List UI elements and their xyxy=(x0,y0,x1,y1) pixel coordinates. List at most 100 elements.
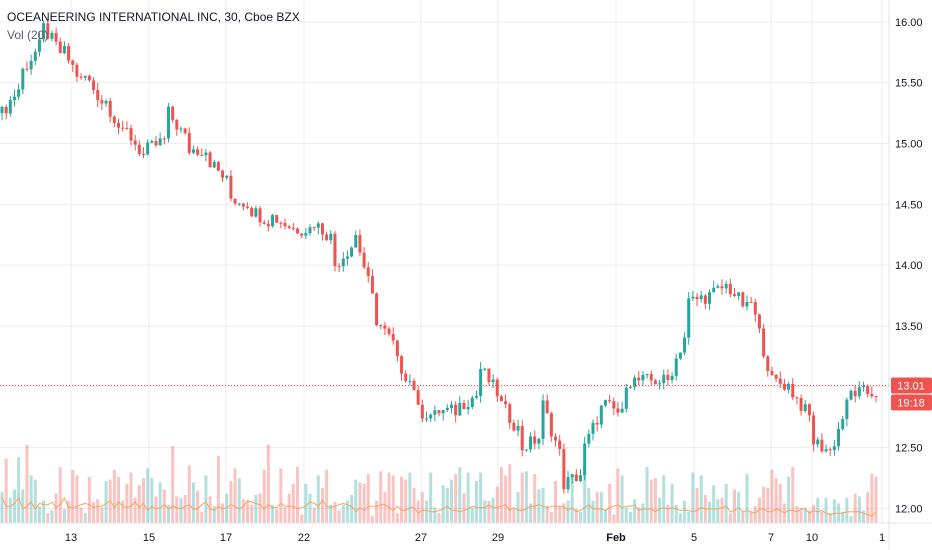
candle-body[interactable] xyxy=(745,302,749,307)
candle-body[interactable] xyxy=(766,356,770,371)
candle-body[interactable] xyxy=(666,374,670,380)
candle-body[interactable] xyxy=(849,390,853,400)
candle-body[interactable] xyxy=(208,152,212,168)
price-axis[interactable]: 12.0012.5013.0013.5014.0014.5015.0015.50… xyxy=(895,17,923,516)
candle-body[interactable] xyxy=(345,256,349,259)
candle-body[interactable] xyxy=(637,377,641,381)
candle-body[interactable] xyxy=(720,286,724,289)
candle-body[interactable] xyxy=(283,222,287,227)
candle-body[interactable] xyxy=(341,258,345,267)
volume-indicator-label[interactable]: Vol (20) xyxy=(7,28,48,42)
candle-body[interactable] xyxy=(308,227,312,234)
candle-body[interactable] xyxy=(287,226,291,229)
candle-body[interactable] xyxy=(4,106,8,114)
candle-body[interactable] xyxy=(782,383,786,390)
candle-body[interactable] xyxy=(183,128,187,134)
candle-body[interactable] xyxy=(179,128,183,130)
candle-body[interactable] xyxy=(137,144,141,154)
candle-body[interactable] xyxy=(387,328,391,335)
candle-body[interactable] xyxy=(17,89,21,97)
candle-body[interactable] xyxy=(337,266,341,268)
candle-body[interactable] xyxy=(491,379,495,383)
candle-body[interactable] xyxy=(196,149,200,155)
candle-body[interactable] xyxy=(433,410,437,415)
candle-body[interactable] xyxy=(803,404,807,411)
candle-body[interactable] xyxy=(574,474,578,482)
candle-body[interactable] xyxy=(728,283,732,295)
candle-body[interactable] xyxy=(229,175,233,199)
candle-body[interactable] xyxy=(54,32,58,42)
candle-body[interactable] xyxy=(146,142,150,155)
candle-series[interactable] xyxy=(0,18,878,494)
candle-body[interactable] xyxy=(541,400,545,439)
candle-body[interactable] xyxy=(562,449,566,490)
candle-body[interactable] xyxy=(554,436,558,441)
candle-body[interactable] xyxy=(874,396,878,398)
candle-body[interactable] xyxy=(512,422,516,431)
candle-body[interactable] xyxy=(437,410,441,414)
candle-body[interactable] xyxy=(171,106,175,120)
candle-body[interactable] xyxy=(616,408,620,413)
candle-body[interactable] xyxy=(37,39,41,52)
candle-body[interactable] xyxy=(570,474,574,478)
candle-body[interactable] xyxy=(599,405,603,425)
candle-body[interactable] xyxy=(25,68,29,70)
candle-body[interactable] xyxy=(566,477,570,490)
candle-body[interactable] xyxy=(133,140,137,145)
candle-body[interactable] xyxy=(757,314,761,329)
candle-body[interactable] xyxy=(400,356,404,374)
candle-body[interactable] xyxy=(191,149,195,153)
candle-body[interactable] xyxy=(812,415,816,445)
candle-body[interactable] xyxy=(429,414,433,419)
candle-body[interactable] xyxy=(425,418,429,420)
candle-body[interactable] xyxy=(112,116,116,123)
candle-body[interactable] xyxy=(462,402,466,410)
candle-body[interactable] xyxy=(529,436,533,450)
candle-body[interactable] xyxy=(479,369,483,396)
candle-body[interactable] xyxy=(162,138,166,140)
candle-body[interactable] xyxy=(816,439,820,445)
candle-body[interactable] xyxy=(271,215,275,227)
candle-body[interactable] xyxy=(653,380,657,385)
candle-body[interactable] xyxy=(279,222,283,224)
candle-body[interactable] xyxy=(408,380,412,382)
candle-body[interactable] xyxy=(591,422,595,434)
candle-body[interactable] xyxy=(737,292,741,296)
candle-body[interactable] xyxy=(845,399,849,420)
candle-body[interactable] xyxy=(300,233,304,236)
candle-body[interactable] xyxy=(441,410,445,414)
candle-body[interactable] xyxy=(312,227,316,229)
candle-body[interactable] xyxy=(291,228,295,230)
candle-body[interactable] xyxy=(46,23,50,39)
candle-body[interactable] xyxy=(121,127,125,129)
candle-body[interactable] xyxy=(466,406,470,410)
candle-body[interactable] xyxy=(12,96,16,101)
candle-body[interactable] xyxy=(857,387,861,397)
candle-body[interactable] xyxy=(795,397,799,399)
candle-body[interactable] xyxy=(866,385,870,394)
candle-body[interactable] xyxy=(841,419,845,430)
candle-body[interactable] xyxy=(824,449,828,452)
candle-body[interactable] xyxy=(674,358,678,376)
candle-body[interactable] xyxy=(21,68,25,90)
candle-body[interactable] xyxy=(275,215,279,223)
candle-body[interactable] xyxy=(83,75,87,78)
candle-body[interactable] xyxy=(67,46,71,61)
candle-body[interactable] xyxy=(225,175,229,178)
candle-body[interactable] xyxy=(92,80,96,90)
candle-body[interactable] xyxy=(583,443,587,476)
candle-body[interactable] xyxy=(329,233,333,241)
candle-body[interactable] xyxy=(774,374,778,379)
candle-body[interactable] xyxy=(828,449,832,451)
candle-body[interactable] xyxy=(770,370,774,375)
candle-body[interactable] xyxy=(533,436,537,444)
candle-body[interactable] xyxy=(266,223,270,227)
candle-body[interactable] xyxy=(370,275,374,294)
candle-body[interactable] xyxy=(383,325,387,329)
candle-body[interactable] xyxy=(325,234,329,241)
candle-body[interactable] xyxy=(420,404,424,419)
candle-body[interactable] xyxy=(558,440,562,450)
candle-body[interactable] xyxy=(633,377,637,387)
candle-body[interactable] xyxy=(50,32,54,39)
candle-body[interactable] xyxy=(154,141,158,146)
